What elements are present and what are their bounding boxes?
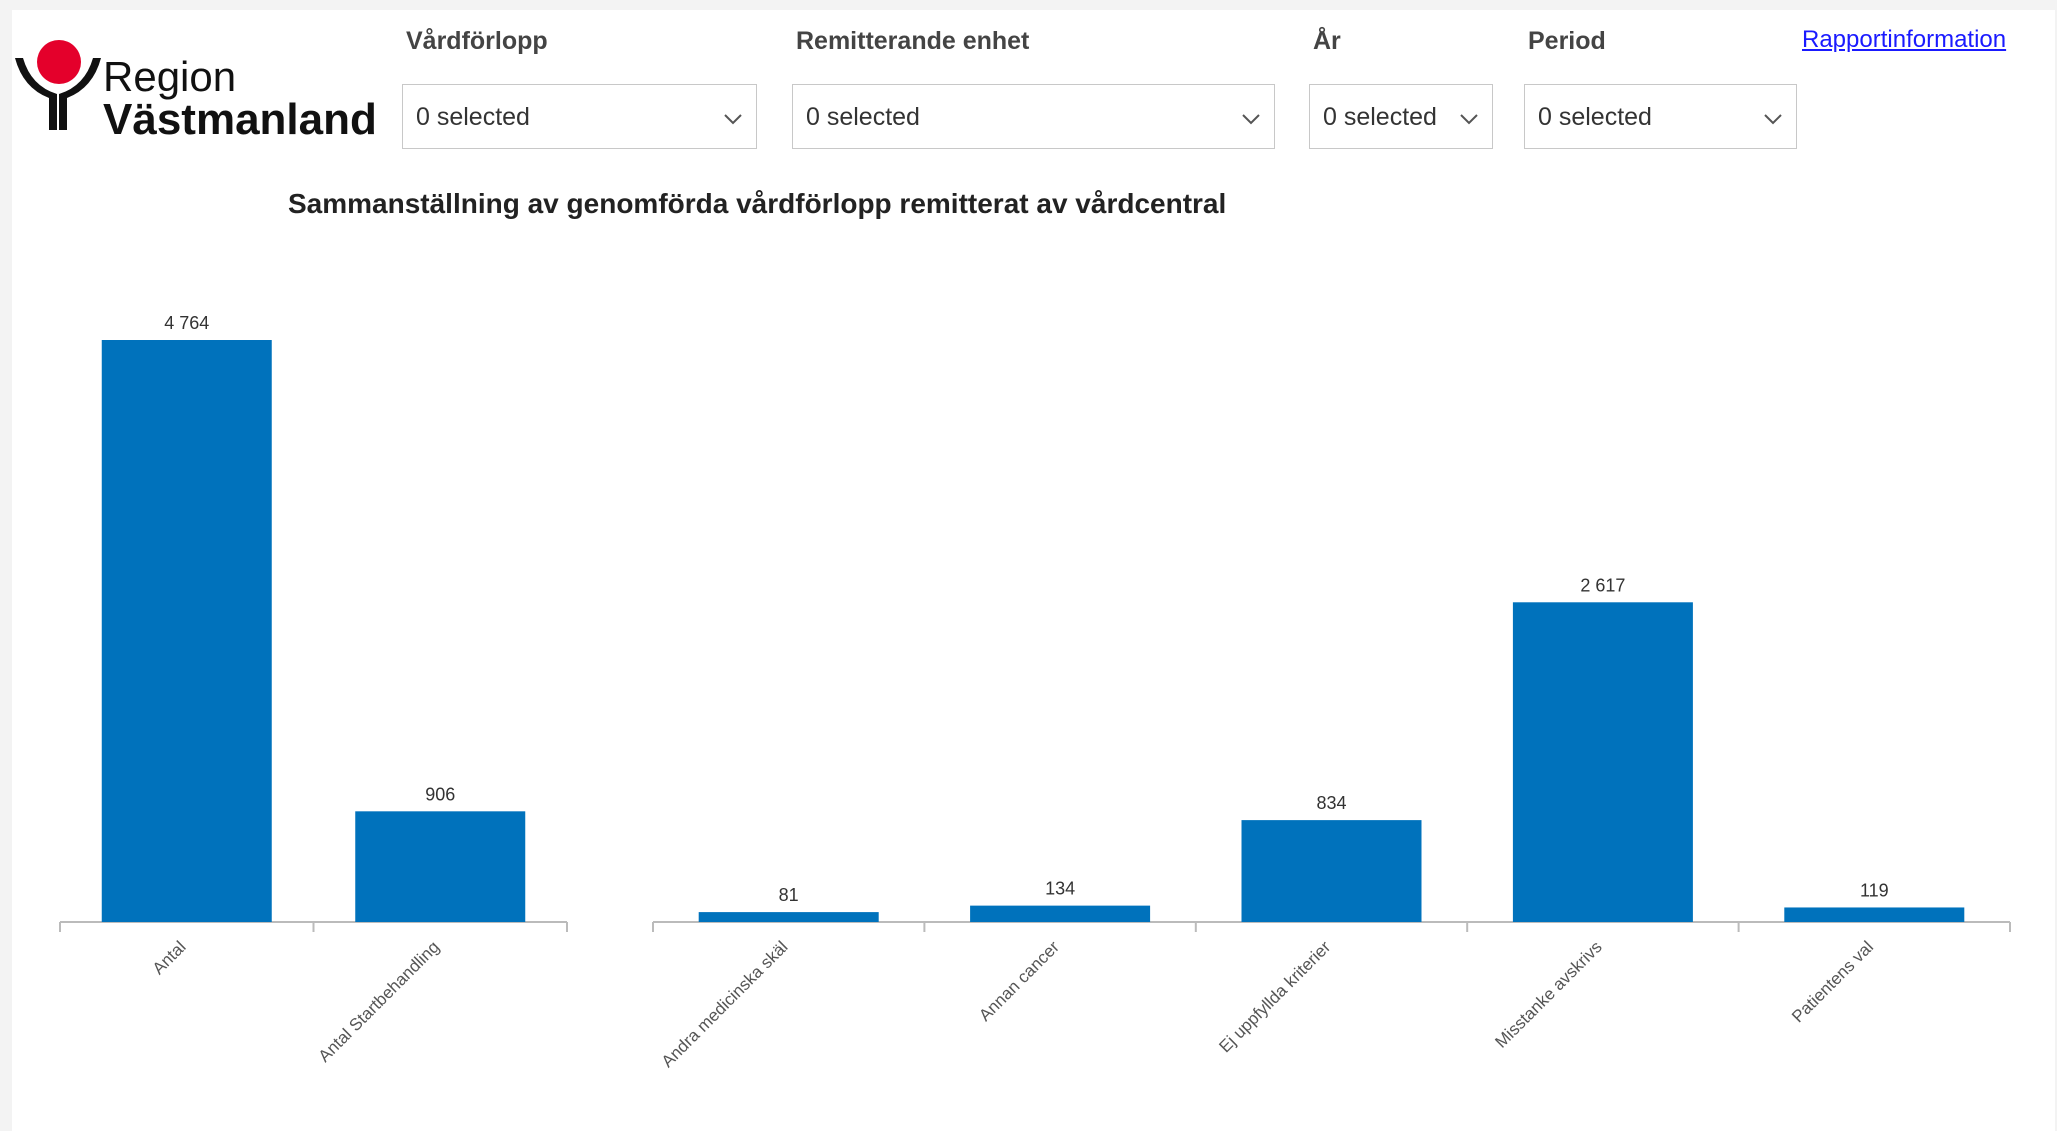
filter-select-period[interactable]: 0 selected bbox=[1524, 84, 1797, 149]
filter-select-vardforlopp[interactable]: 0 selected bbox=[402, 84, 757, 149]
x-tick-label: Antal Startbehandling bbox=[315, 937, 443, 1065]
bar-value-label: 119 bbox=[1860, 880, 1889, 900]
logo-mark-icon bbox=[15, 40, 101, 130]
chevron-down-icon bbox=[724, 114, 742, 125]
x-tick-label: Antal bbox=[149, 937, 190, 978]
chart-title: Sammanställning av genomförda vårdförlop… bbox=[288, 188, 1227, 219]
x-tick-label: Misstanke avskrivs bbox=[1491, 937, 1605, 1051]
x-tick-label: Annan cancer bbox=[975, 937, 1063, 1025]
bar-value-label: 834 bbox=[1316, 793, 1346, 813]
filter-label-period: Period bbox=[1528, 27, 1606, 55]
bar-value-label: 81 bbox=[779, 885, 799, 905]
report-frame bbox=[12, 10, 2055, 1131]
filter-value: 0 selected bbox=[416, 103, 530, 131]
bar-value-label: 2 617 bbox=[1580, 575, 1625, 595]
filter-value: 0 selected bbox=[1538, 103, 1652, 131]
bar bbox=[698, 912, 879, 922]
filter-label-vardforlopp: Vårdförlopp bbox=[406, 27, 548, 55]
logo-region-text: Region bbox=[103, 53, 237, 100]
filter-value: 0 selected bbox=[1323, 103, 1437, 131]
chevron-down-icon bbox=[1764, 114, 1782, 125]
bar bbox=[1784, 907, 1965, 922]
chevron-down-icon bbox=[1460, 114, 1478, 125]
x-tick-label: Patientens val bbox=[1788, 937, 1877, 1026]
chevron-down-icon bbox=[1242, 114, 1260, 125]
bar-value-label: 906 bbox=[425, 784, 455, 804]
bar-value-label: 134 bbox=[1045, 879, 1075, 899]
filter-label-ar: År bbox=[1313, 27, 1341, 55]
bar-value-label: 4 764 bbox=[164, 313, 209, 333]
region-logo: Region Västmanland bbox=[13, 38, 377, 142]
bar bbox=[970, 905, 1151, 922]
filter-select-ar[interactable]: 0 selected bbox=[1309, 84, 1493, 149]
bar bbox=[101, 340, 272, 922]
bar bbox=[1241, 820, 1422, 922]
x-tick-label: Andra medicinska skäl bbox=[658, 937, 792, 1071]
filter-label-remitterande-enhet: Remitterande enhet bbox=[796, 27, 1030, 55]
bar bbox=[355, 811, 526, 922]
report-info-link[interactable]: Rapportinformation bbox=[1802, 26, 2007, 53]
filter-select-remitterande-enhet[interactable]: 0 selected bbox=[792, 84, 1275, 149]
bar bbox=[1512, 602, 1693, 922]
filter-value: 0 selected bbox=[806, 103, 920, 131]
x-tick-label: Ej uppfyllda kriterier bbox=[1215, 937, 1334, 1056]
logo-county-text: Västmanland bbox=[103, 95, 377, 144]
